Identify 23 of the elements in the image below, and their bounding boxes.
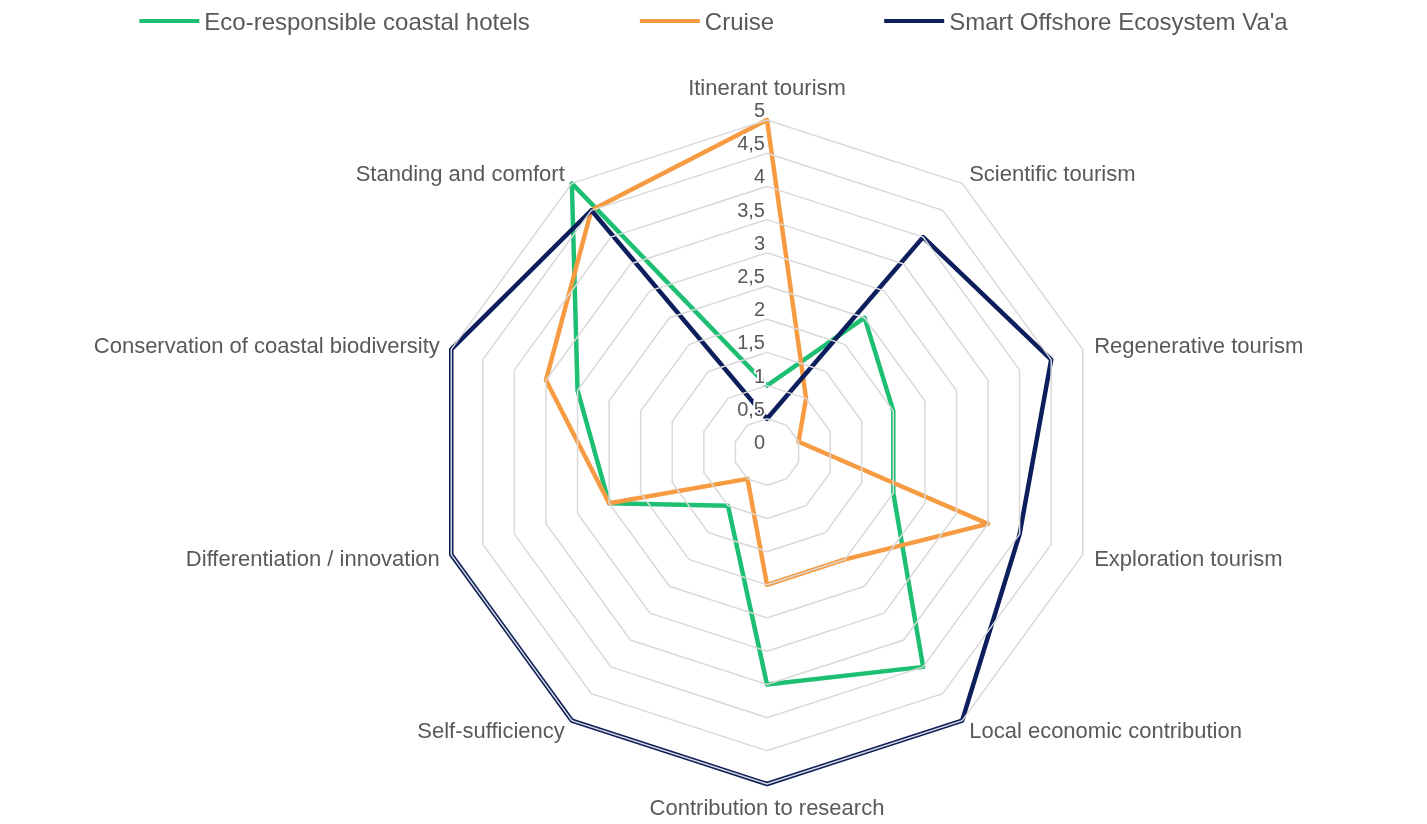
y-tick-label: 2	[753, 298, 765, 321]
y-tick-label: 4	[753, 165, 765, 188]
spoke-label: Differentiation / innovation	[185, 545, 440, 571]
legend-label: Cruise	[704, 7, 775, 35]
spoke-label: Regenerative tourism	[1094, 333, 1304, 359]
spoke-label: Self-sufficiency	[417, 717, 565, 743]
spoke-label: Contribution to research	[649, 794, 885, 820]
y-tick-label: 0	[753, 431, 765, 453]
y-tick-label: 5	[753, 99, 765, 121]
y-tick-label: 3	[753, 231, 765, 254]
spoke-label: Conservation of coastal biodiversity	[93, 333, 440, 359]
spoke-label: Local economic contribution	[969, 717, 1242, 743]
y-tick-label: 4,5	[737, 132, 765, 155]
y-tick-label: 2,5	[737, 265, 765, 287]
y-tick-label: 1,5	[737, 331, 765, 354]
legend-label: Eco-responsible coastal hotels	[204, 7, 530, 35]
spoke-label: Scientific tourism	[969, 161, 1136, 187]
spoke-label: Itinerant tourism	[688, 74, 846, 100]
spoke-label: Standing and comfort	[355, 161, 565, 187]
y-tick-label: 3,5	[737, 198, 765, 221]
legend-label: Smart Offshore Ecosystem Va'a	[949, 7, 1289, 35]
y-tick-label: 1	[753, 364, 765, 387]
spoke-label: Exploration tourism	[1094, 545, 1283, 571]
